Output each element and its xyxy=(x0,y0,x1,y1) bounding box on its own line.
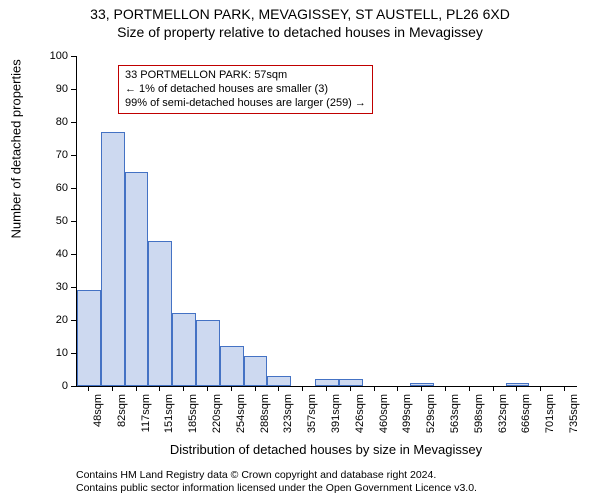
y-tick-label: 70 xyxy=(42,149,68,161)
x-tick-label: 499sqm xyxy=(401,394,413,444)
x-tick xyxy=(469,386,470,391)
page-title: 33, PORTMELLON PARK, MEVAGISSEY, ST AUST… xyxy=(0,6,600,22)
x-tick-label: 82sqm xyxy=(116,394,128,444)
bar xyxy=(101,132,125,386)
x-tick xyxy=(207,386,208,391)
x-tick-label: 185sqm xyxy=(187,394,199,444)
x-tick-label: 288sqm xyxy=(259,394,271,444)
x-tick xyxy=(231,386,232,391)
y-tick-label: 30 xyxy=(42,281,68,293)
x-tick xyxy=(445,386,446,391)
y-tick xyxy=(71,254,76,255)
x-tick xyxy=(540,386,541,391)
x-tick-label: 460sqm xyxy=(378,394,390,444)
y-tick-label: 60 xyxy=(42,182,68,194)
annotation-line: ← 1% of detached houses are smaller (3) xyxy=(125,83,366,97)
bar xyxy=(339,379,363,386)
bar xyxy=(125,172,149,387)
y-tick xyxy=(71,386,76,387)
x-tick-label: 529sqm xyxy=(425,394,437,444)
x-tick-label: 48sqm xyxy=(92,394,104,444)
x-tick xyxy=(88,386,89,391)
bar xyxy=(172,313,196,386)
x-tick-label: 151sqm xyxy=(163,394,175,444)
x-tick-label: 117sqm xyxy=(140,394,152,444)
footer: Contains HM Land Registry data © Crown c… xyxy=(76,469,477,496)
x-tick xyxy=(136,386,137,391)
y-tick xyxy=(71,56,76,57)
y-tick-label: 20 xyxy=(42,314,68,326)
y-tick xyxy=(71,155,76,156)
bar xyxy=(148,241,172,386)
x-tick xyxy=(255,386,256,391)
y-axis-title: Number of detached properties xyxy=(9,219,24,239)
footer-line: Contains public sector information licen… xyxy=(76,482,477,496)
y-tick xyxy=(71,122,76,123)
x-tick-label: 666sqm xyxy=(520,394,532,444)
y-tick xyxy=(71,353,76,354)
x-tick xyxy=(374,386,375,391)
x-tick-label: 323sqm xyxy=(282,394,294,444)
page-subtitle: Size of property relative to detached ho… xyxy=(0,24,600,40)
x-tick xyxy=(326,386,327,391)
x-tick xyxy=(421,386,422,391)
x-tick xyxy=(397,386,398,391)
x-tick-label: 598sqm xyxy=(473,394,485,444)
annotation-box: 33 PORTMELLON PARK: 57sqm ← 1% of detach… xyxy=(118,65,373,114)
y-tick xyxy=(71,287,76,288)
x-tick xyxy=(159,386,160,391)
x-tick-label: 254sqm xyxy=(235,394,247,444)
y-tick-label: 90 xyxy=(42,83,68,95)
y-tick-label: 100 xyxy=(42,50,68,62)
bar xyxy=(220,346,244,386)
annotation-line: 33 PORTMELLON PARK: 57sqm xyxy=(125,69,366,83)
x-tick xyxy=(183,386,184,391)
bar xyxy=(244,356,268,386)
x-tick xyxy=(350,386,351,391)
y-tick xyxy=(71,221,76,222)
bar xyxy=(267,376,291,386)
y-tick xyxy=(71,89,76,90)
footer-line: Contains HM Land Registry data © Crown c… xyxy=(76,469,477,483)
y-tick-label: 40 xyxy=(42,248,68,260)
y-tick-label: 0 xyxy=(42,380,68,392)
bar xyxy=(77,290,101,386)
x-tick xyxy=(112,386,113,391)
y-tick-label: 80 xyxy=(42,116,68,128)
x-tick-label: 701sqm xyxy=(544,394,556,444)
x-tick-label: 426sqm xyxy=(354,394,366,444)
x-tick-label: 220sqm xyxy=(211,394,223,444)
y-tick-label: 10 xyxy=(42,347,68,359)
x-tick-label: 391sqm xyxy=(330,394,342,444)
x-tick xyxy=(564,386,565,391)
annotation-line: 99% of semi-detached houses are larger (… xyxy=(125,97,366,111)
bar xyxy=(315,379,339,386)
x-axis-title: Distribution of detached houses by size … xyxy=(76,442,576,457)
x-tick xyxy=(278,386,279,391)
x-tick xyxy=(516,386,517,391)
x-tick xyxy=(493,386,494,391)
x-tick xyxy=(302,386,303,391)
x-tick-label: 357sqm xyxy=(306,394,318,444)
bar xyxy=(196,320,220,386)
y-tick-label: 50 xyxy=(42,215,68,227)
y-tick xyxy=(71,320,76,321)
x-tick-label: 563sqm xyxy=(449,394,461,444)
x-tick-label: 735sqm xyxy=(568,394,580,444)
x-tick-label: 632sqm xyxy=(497,394,509,444)
y-tick xyxy=(71,188,76,189)
